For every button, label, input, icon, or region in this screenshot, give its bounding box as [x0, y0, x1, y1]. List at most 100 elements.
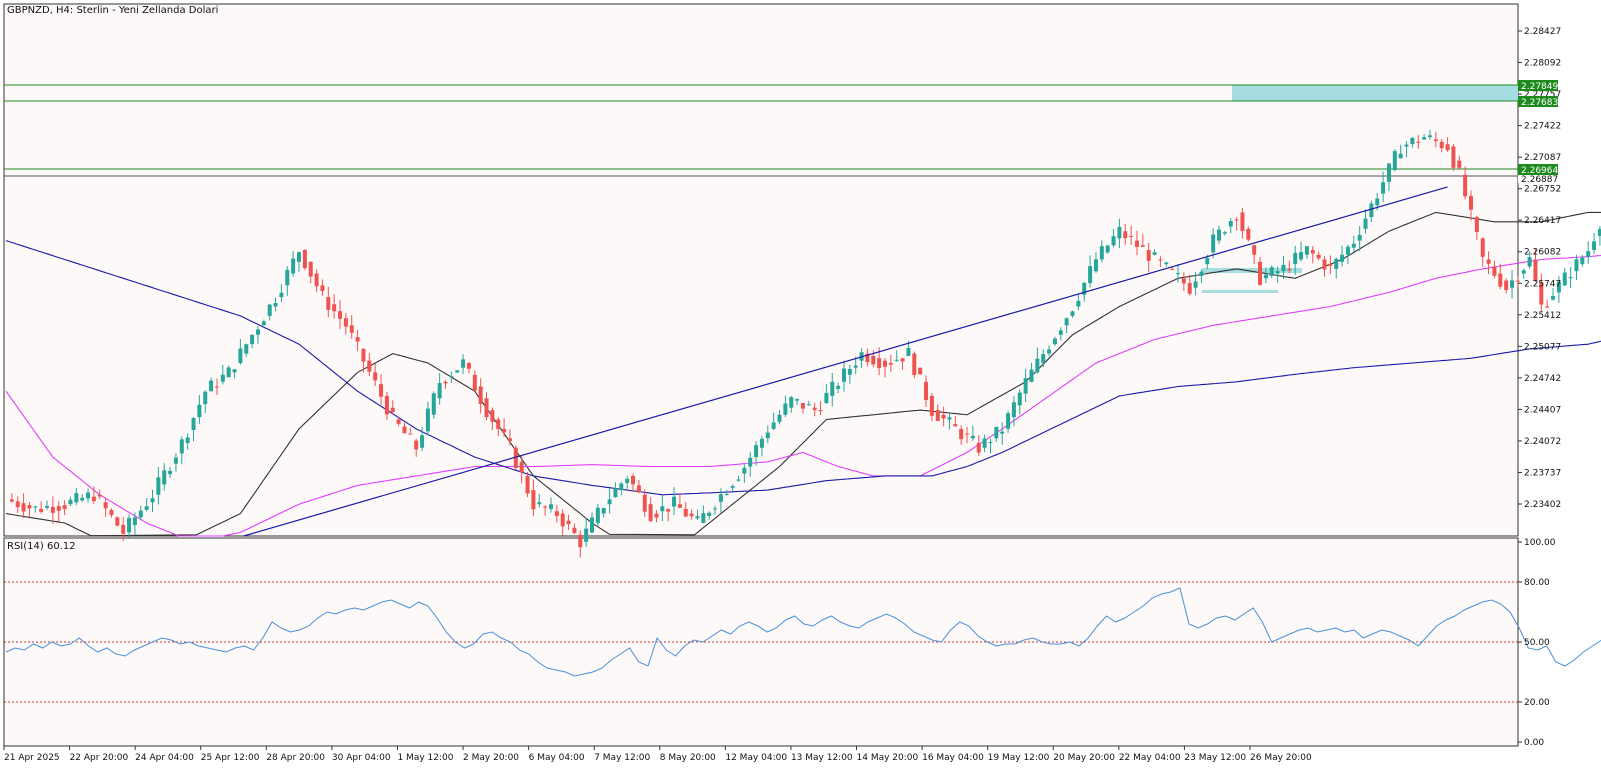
rsi-tick-label: 80.00	[1524, 578, 1550, 588]
candle-body	[1369, 203, 1374, 218]
candle	[197, 394, 202, 424]
moving-average-dark	[5, 211, 1601, 537]
candle	[654, 510, 659, 523]
candle	[619, 481, 624, 496]
candle-body	[1539, 282, 1544, 305]
candle	[1023, 368, 1028, 403]
candle	[1011, 395, 1016, 427]
candle	[162, 463, 167, 491]
candle	[1369, 200, 1374, 223]
price-tag-26887: 2.26887	[1518, 175, 1558, 185]
price-tick-label: 2.28092	[1524, 59, 1561, 69]
candle	[1340, 245, 1345, 267]
candle-body	[1510, 280, 1515, 288]
candle	[332, 293, 337, 319]
candle-body	[836, 385, 841, 389]
candle	[121, 517, 126, 542]
candle-body	[883, 360, 887, 367]
candle	[1463, 166, 1468, 200]
price-tick-label: 2.27757	[1524, 90, 1561, 100]
moving-average-magenta	[5, 254, 1601, 537]
candle-body	[1123, 231, 1128, 239]
candle-body	[1427, 135, 1432, 138]
candle	[338, 300, 343, 329]
candle-body	[1281, 264, 1286, 272]
candle	[1099, 240, 1104, 263]
candle	[800, 402, 805, 414]
candle	[572, 523, 577, 535]
candle-body	[982, 438, 987, 448]
candle-body	[1052, 338, 1057, 345]
candle	[982, 434, 987, 453]
candle	[1176, 263, 1180, 283]
candle	[812, 402, 817, 417]
time-tick-label: 8 May 20:00	[660, 753, 716, 763]
candle-body	[127, 518, 132, 533]
candle-body	[929, 395, 934, 416]
candle	[291, 251, 296, 277]
candle-body	[226, 367, 231, 378]
candle-body	[33, 506, 38, 508]
candle-body	[525, 475, 530, 494]
time-tick-label: 13 May 12:00	[791, 753, 853, 763]
candle-body	[414, 440, 419, 450]
candle-body	[478, 386, 483, 404]
trendline[interactable]	[243, 186, 1448, 537]
candle	[1551, 288, 1556, 301]
candle	[754, 441, 759, 466]
candle	[21, 493, 26, 519]
candle	[472, 370, 477, 392]
candle	[935, 404, 940, 422]
candle	[91, 486, 96, 504]
candle	[888, 354, 893, 372]
candle-body	[384, 395, 389, 415]
candle-body	[906, 348, 911, 356]
candle-body	[1193, 281, 1198, 288]
candle	[1515, 275, 1520, 288]
candle-body	[800, 402, 805, 409]
candle-body	[1129, 235, 1134, 237]
candle-body	[841, 368, 846, 382]
rsi-axis: 100.00 80.00 50.00 20.00 0.00	[1518, 538, 1556, 748]
candle	[1052, 336, 1057, 346]
candle-body	[912, 353, 917, 375]
price-axis: 2.28427 2.28092 2.27757 2.27422 2.27087 2.267…	[1518, 27, 1561, 510]
candle	[127, 514, 132, 538]
candle	[431, 391, 436, 419]
candle	[1562, 267, 1567, 287]
candle	[1047, 345, 1052, 357]
candle-body	[601, 508, 606, 514]
candle-body	[132, 517, 137, 525]
candle	[455, 369, 460, 374]
time-axis: 21 Apr 2025 22 Apr 20:00 24 Apr 04:00 25 Ap…	[3, 745, 1518, 763]
candle-body	[513, 447, 518, 469]
candle-body	[1047, 349, 1052, 354]
candle-body	[361, 348, 366, 362]
candle-body	[683, 508, 688, 517]
candle	[244, 343, 249, 357]
candle-body	[578, 534, 583, 548]
candle	[1088, 255, 1093, 288]
candle-body	[619, 483, 624, 491]
candle	[1404, 141, 1409, 158]
candle	[396, 417, 401, 427]
price-tag-text: 2.26887	[1521, 175, 1558, 185]
candle	[666, 508, 671, 522]
candle	[273, 297, 278, 312]
candle-body	[812, 407, 817, 411]
price-tick-label: 2.23737	[1524, 468, 1561, 478]
candle	[209, 377, 214, 392]
candle-body	[144, 506, 149, 510]
candle	[361, 348, 366, 373]
candle	[519, 455, 524, 484]
candle-body	[203, 391, 208, 405]
candle	[466, 361, 471, 374]
candle-body	[68, 499, 73, 505]
candle-body	[338, 311, 343, 319]
candle	[33, 505, 38, 513]
candle	[349, 315, 354, 339]
candle-body	[86, 492, 91, 499]
candle	[1158, 256, 1163, 268]
candle	[39, 501, 44, 514]
candle	[179, 436, 184, 465]
